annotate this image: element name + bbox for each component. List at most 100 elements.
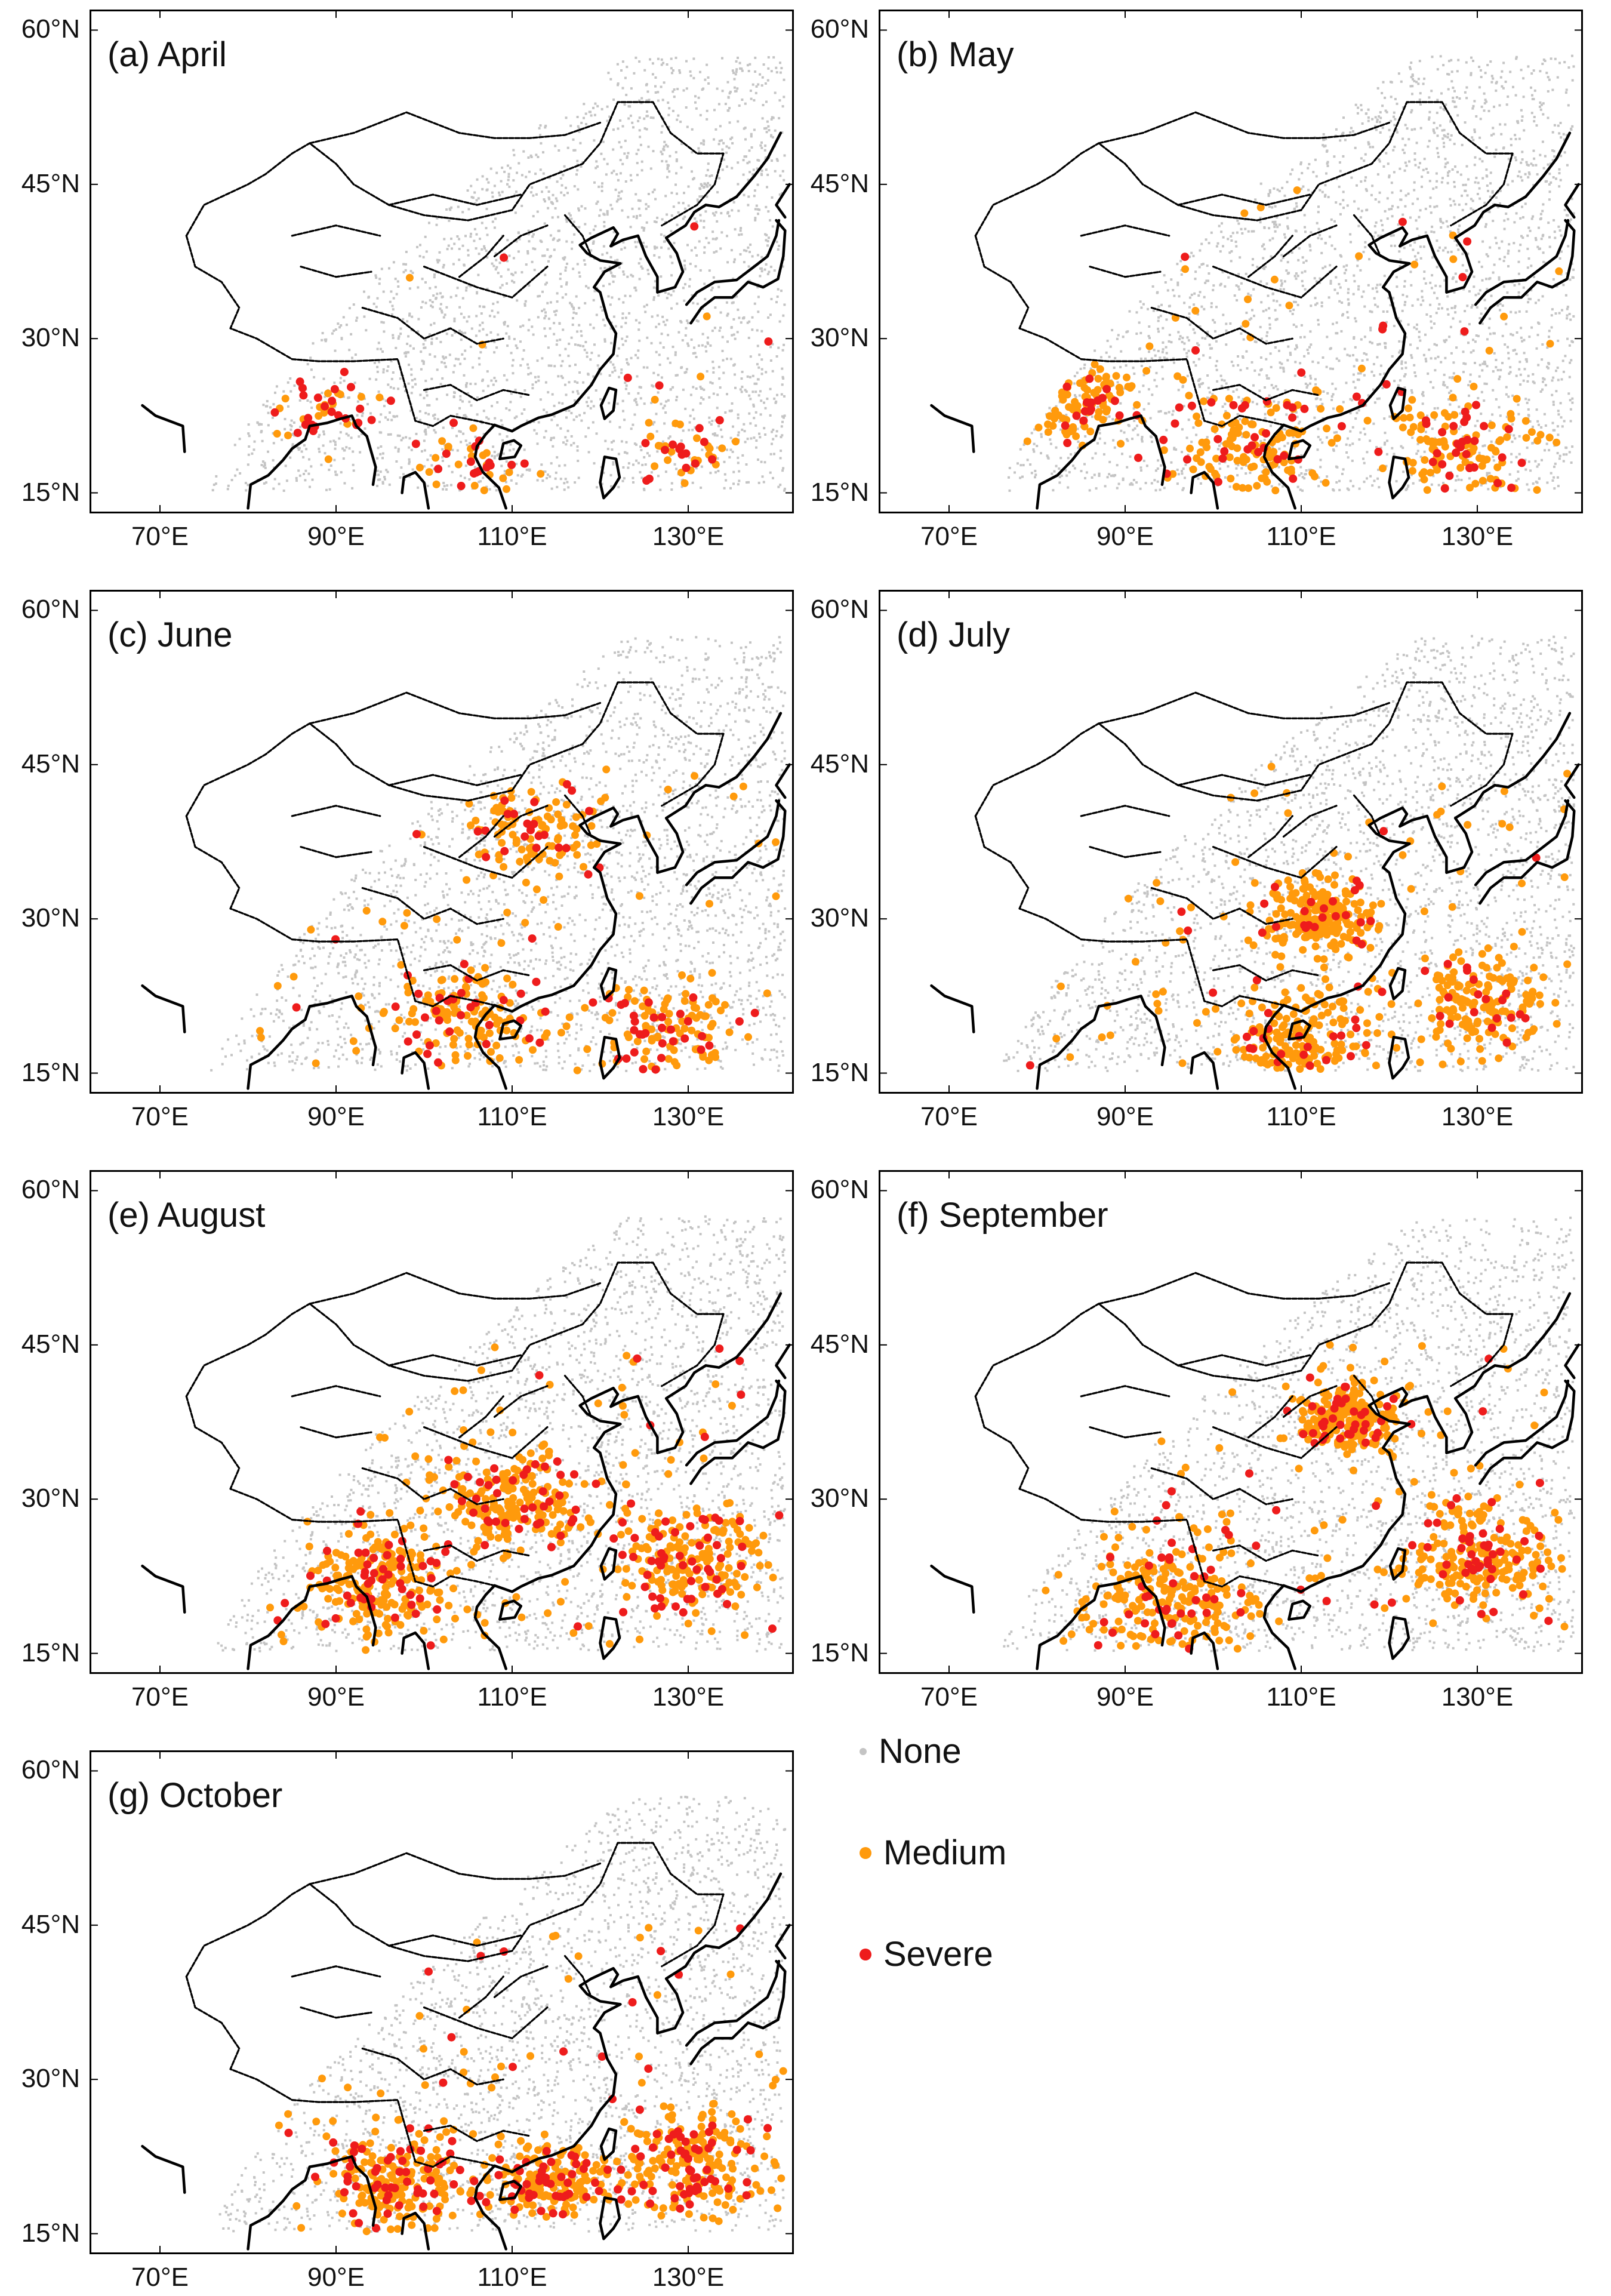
none-point — [531, 260, 534, 263]
none-point — [592, 421, 595, 424]
none-point — [390, 313, 393, 316]
none-point — [1403, 303, 1406, 306]
none-point — [452, 395, 455, 398]
none-point — [1442, 249, 1444, 252]
none-point — [1475, 115, 1478, 118]
none-point — [449, 484, 452, 487]
none-point — [1488, 317, 1491, 320]
none-point — [737, 417, 740, 420]
none-point — [1455, 346, 1458, 349]
none-point — [782, 377, 785, 380]
none-point — [645, 99, 648, 102]
none-point — [386, 370, 389, 373]
none-point — [1317, 361, 1320, 364]
none-point — [1278, 349, 1280, 352]
none-point — [272, 459, 275, 462]
none-point — [1390, 119, 1393, 122]
none-point — [657, 391, 660, 394]
none-point — [574, 343, 577, 346]
none-point — [544, 381, 547, 384]
none-point — [1521, 115, 1524, 118]
none-point — [1415, 219, 1418, 222]
none-point — [704, 345, 707, 348]
none-point — [1335, 332, 1338, 335]
none-point — [516, 171, 518, 174]
none-point — [1557, 378, 1560, 381]
none-point — [1304, 473, 1307, 476]
none-point — [1528, 173, 1531, 176]
none-point — [562, 441, 565, 444]
none-point — [1502, 87, 1505, 90]
none-point — [1397, 384, 1400, 387]
none-point — [1450, 307, 1453, 309]
none-point — [1430, 211, 1433, 214]
none-point — [1413, 158, 1416, 161]
none-point — [545, 186, 548, 189]
none-point — [1406, 295, 1409, 298]
none-point — [663, 149, 666, 152]
none-point — [669, 155, 671, 158]
none-point — [381, 452, 384, 455]
none-point — [1428, 140, 1431, 143]
none-point — [1286, 180, 1289, 183]
none-point — [1332, 393, 1335, 396]
none-point — [1479, 118, 1482, 121]
none-point — [526, 252, 529, 255]
none-point — [1547, 367, 1550, 370]
none-point — [1197, 294, 1200, 297]
none-point — [620, 146, 623, 149]
none-point — [1322, 390, 1325, 393]
none-point — [723, 460, 726, 463]
none-point — [1136, 424, 1138, 427]
none-point — [380, 321, 383, 324]
none-point — [1259, 221, 1262, 224]
none-point — [653, 220, 656, 223]
none-point — [660, 233, 663, 236]
none-point — [1566, 306, 1569, 308]
none-point — [754, 70, 757, 73]
none-point — [611, 274, 614, 277]
coastline — [775, 183, 791, 219]
none-point — [657, 294, 660, 297]
none-point — [729, 487, 732, 490]
none-point — [1496, 369, 1499, 371]
none-point — [568, 381, 571, 384]
none-point — [1317, 236, 1320, 239]
none-point — [1495, 398, 1498, 401]
none-point — [247, 484, 249, 487]
none-point — [572, 307, 575, 310]
none-point — [1210, 302, 1213, 305]
none-point — [1468, 380, 1471, 383]
none-point — [1455, 280, 1458, 283]
none-point — [1443, 384, 1446, 387]
none-point — [262, 404, 265, 407]
none-point — [420, 450, 423, 453]
none-point — [645, 221, 648, 224]
none-point — [1470, 306, 1473, 309]
none-point — [1293, 275, 1296, 278]
none-point — [632, 481, 634, 484]
none-point — [1209, 412, 1212, 415]
none-point — [649, 167, 652, 170]
none-point — [497, 311, 500, 314]
none-point — [660, 150, 663, 153]
none-point — [1130, 482, 1133, 485]
none-point — [527, 373, 530, 376]
none-point — [1391, 191, 1394, 194]
none-point — [513, 281, 516, 284]
none-point — [1452, 276, 1455, 279]
none-point — [686, 342, 689, 345]
none-point — [768, 236, 770, 239]
none-point — [1507, 352, 1510, 355]
none-point — [634, 398, 637, 401]
none-point — [497, 333, 500, 336]
none-point — [1253, 340, 1256, 343]
none-point — [719, 327, 722, 329]
none-point — [323, 433, 325, 436]
none-point — [645, 245, 648, 248]
none-point — [1404, 336, 1407, 338]
none-point — [1295, 272, 1298, 275]
none-point — [1536, 334, 1539, 337]
none-point — [408, 446, 411, 449]
none-point — [1332, 367, 1334, 370]
